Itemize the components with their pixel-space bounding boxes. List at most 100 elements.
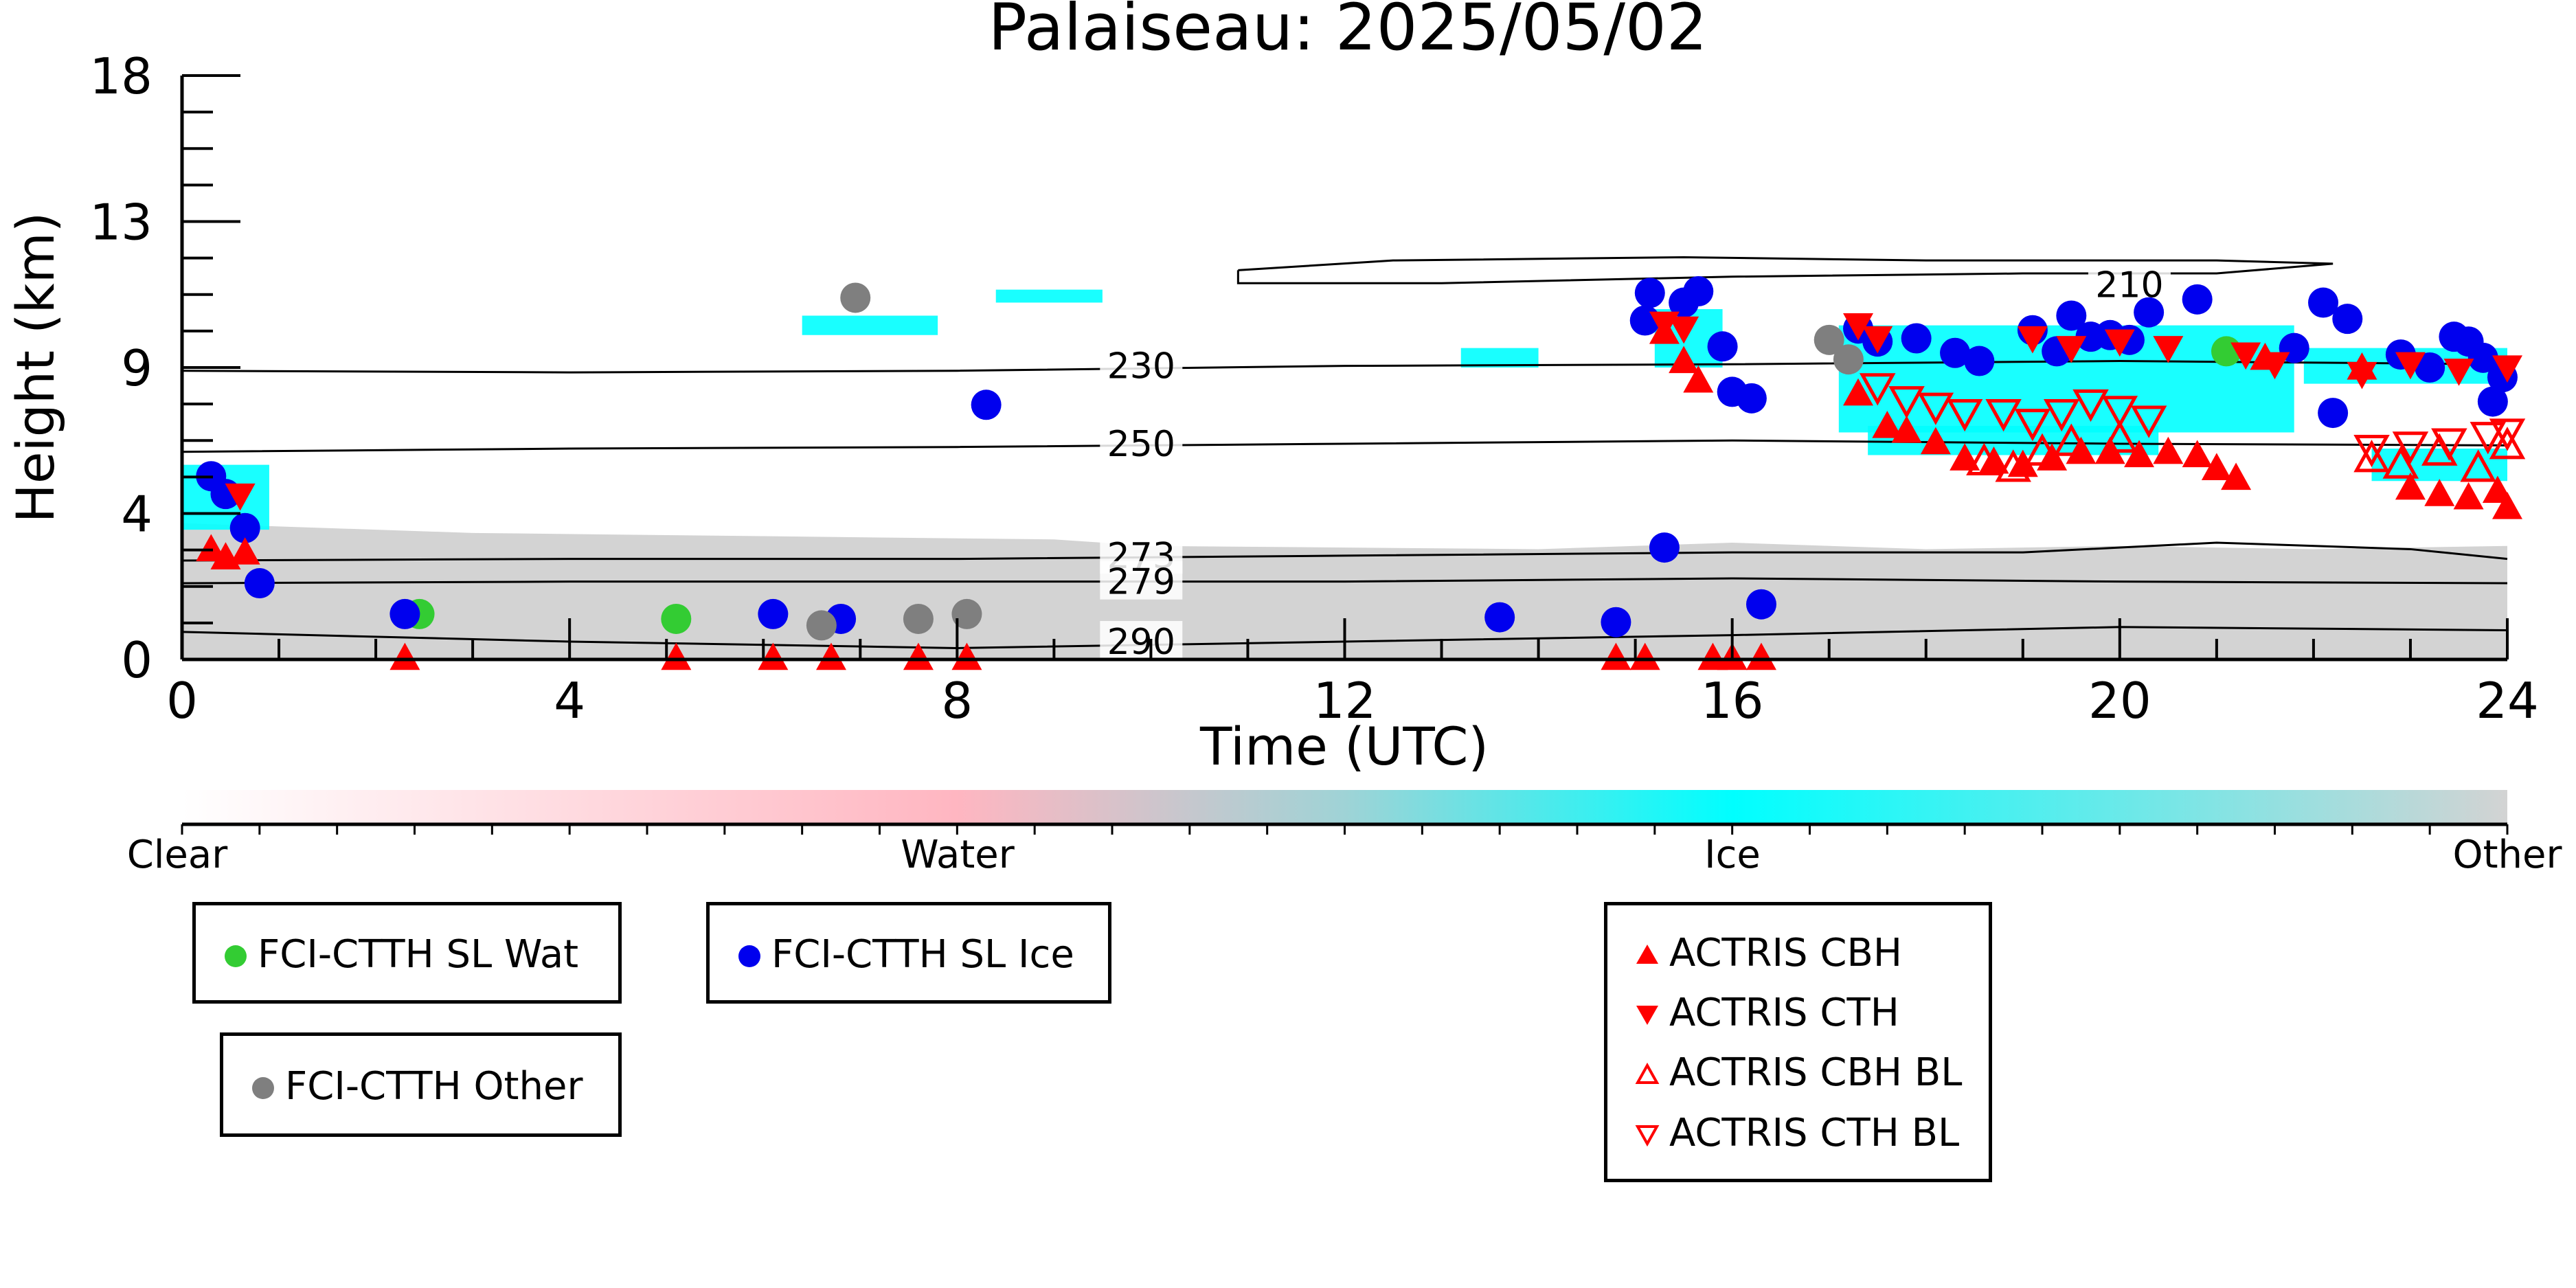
legend-label: ACTRIS CBH BL — [1669, 1050, 1963, 1095]
marker-circle — [1745, 589, 1776, 620]
marker-triangle-down-open — [1888, 386, 1925, 419]
y-tick-label: 9 — [121, 339, 152, 397]
marker-circle — [1736, 383, 1767, 414]
x-tick-label: 16 — [1701, 672, 1764, 730]
marker-triangle-down-open — [2072, 389, 2109, 422]
contour-label-bg — [1100, 422, 1183, 462]
legend-label: FCI-CTTH SL Ice — [771, 932, 1074, 977]
marker-triangle-down — [2259, 352, 2290, 380]
x-tick-label: 12 — [1313, 672, 1377, 730]
marker-triangle-up — [1891, 416, 1922, 443]
marker-circle — [2332, 304, 2363, 335]
marker-circle — [2467, 342, 2498, 373]
marker-triangle-up — [1683, 365, 1714, 393]
marker-circle — [2182, 284, 2213, 315]
marker-triangle-up — [1950, 443, 1980, 471]
marker-triangle-down-open — [2130, 405, 2167, 438]
marker-triangle-down-open — [1946, 399, 1983, 432]
marker-circle — [2477, 386, 2508, 417]
marker-triangle-up-open — [1966, 442, 2002, 476]
marker-triangle-down-open — [1859, 373, 1896, 406]
contour-label-230: 230 — [1107, 346, 1175, 387]
marker-circle — [389, 598, 420, 629]
triangle-up-icon — [1636, 945, 1658, 964]
marker-triangle-down — [2017, 326, 2048, 354]
colorbar-label-water: Water — [901, 833, 1015, 877]
marker-triangle-up — [2395, 472, 2426, 500]
marker-triangle-up — [661, 642, 692, 670]
marker-triangle-up-open — [2353, 440, 2390, 473]
marker-triangle-down — [2395, 352, 2426, 380]
marker-triangle-down — [2104, 329, 2135, 357]
ice-cloud-region — [995, 289, 1103, 303]
marker-triangle-up-open — [1995, 449, 2031, 482]
marker-circle — [840, 282, 871, 313]
x-tick-label: 20 — [2088, 672, 2151, 730]
marker-triangle-up — [196, 534, 227, 562]
contour-line-210 — [1236, 256, 2334, 284]
contour-label-250: 250 — [1107, 424, 1175, 465]
legend-label: ACTRIS CTH BL — [1669, 1111, 1960, 1155]
x-tick-label: 4 — [554, 672, 585, 730]
marker-triangle-down — [1669, 316, 1699, 344]
contour-line-273 — [181, 541, 2508, 562]
marker-triangle-up — [1629, 642, 1660, 670]
marker-circle — [758, 598, 789, 629]
marker-triangle-down — [2347, 361, 2377, 389]
marker-triangle-up — [2124, 440, 2155, 468]
legend-label: FCI-CTTH Other — [285, 1064, 583, 1109]
marker-triangle-down-open — [2431, 428, 2467, 461]
marker-triangle-up — [1843, 378, 1874, 406]
marker-circle — [661, 603, 692, 634]
marker-circle — [1833, 344, 1864, 375]
legend-label: ACTRIS CBH — [1669, 931, 1903, 975]
green-circle-icon — [225, 945, 247, 967]
marker-triangle-up-open — [2382, 446, 2419, 479]
marker-triangle-down — [2443, 359, 2474, 386]
triangle-down-icon — [1636, 1006, 1658, 1025]
marker-triangle-up-open — [2489, 427, 2526, 460]
marker-triangle-up-open — [2101, 420, 2138, 453]
ice-cloud-region — [1460, 348, 1539, 368]
marker-triangle-up — [2182, 440, 2213, 468]
y-tick-label: 4 — [121, 486, 152, 543]
marker-circle — [2318, 398, 2349, 429]
marker-triangle-down-open — [2353, 434, 2390, 468]
marker-circle — [229, 512, 260, 543]
marker-triangle-up — [2424, 479, 2455, 506]
marker-triangle-up — [758, 642, 789, 670]
marker-circle — [951, 598, 982, 629]
marker-triangle-up — [1872, 411, 1903, 438]
contour-label-279: 279 — [1107, 562, 1175, 603]
marker-triangle-up — [2066, 436, 2097, 464]
contour-label-bg — [2088, 264, 2171, 303]
marker-triangle-up — [2153, 436, 2184, 464]
y-tick-label: 0 — [121, 631, 152, 689]
y-tick-labels: 0 4 9 13 18 — [89, 47, 152, 689]
colorbar: Clear Water Ice Other — [127, 790, 2562, 877]
marker-circle — [2056, 300, 2087, 331]
marker-circle — [1601, 607, 1631, 637]
legend-box-other: FCI-CTTH Other — [220, 1032, 622, 1137]
marker-triangle-down — [225, 483, 256, 511]
marker-triangle-down — [1862, 326, 1893, 354]
marker-triangle-down-open — [2489, 418, 2526, 451]
marker-triangle-down-open — [2392, 431, 2429, 464]
marker-circle — [1814, 324, 1844, 355]
marker-triangle-up — [903, 642, 934, 670]
marker-triangle-up — [1601, 642, 1631, 670]
marker-circle — [903, 603, 934, 634]
chart-title: Palaiseau: 2025/05/02 — [988, 0, 1707, 65]
colorbar-label-clear: Clear — [127, 833, 228, 877]
marker-triangle-up-open — [2053, 423, 2090, 456]
marker-triangle-down — [2153, 336, 2184, 363]
marker-triangle-down-open — [1985, 399, 2022, 432]
data-points — [196, 276, 2526, 670]
y-axis-label: Height (km) — [5, 212, 66, 523]
marker-triangle-up — [229, 537, 260, 565]
colorbar-label-ice: Ice — [1704, 833, 1761, 877]
marker-circle — [1901, 323, 1932, 354]
marker-triangle-down — [2492, 355, 2522, 383]
x-tick-label: 24 — [2476, 672, 2539, 730]
